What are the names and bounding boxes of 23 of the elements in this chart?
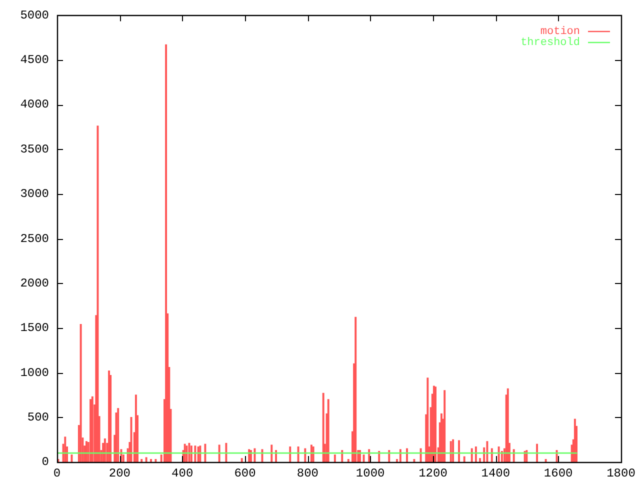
- x-tick-label: 1200: [418, 466, 448, 480]
- y-tick-label: 2500: [20, 232, 49, 246]
- x-tick-label: 200: [108, 466, 130, 480]
- y-tick-label: 1000: [20, 366, 49, 380]
- x-tick-label: 1800: [606, 466, 636, 480]
- x-tick-label: 1600: [544, 466, 573, 480]
- x-tick-label: 1400: [481, 466, 510, 480]
- y-tick-label: 4000: [20, 98, 49, 112]
- y-tick-label: 2000: [20, 276, 49, 290]
- x-tick-label: 600: [234, 466, 256, 480]
- y-tick-label: 3500: [20, 142, 49, 156]
- y-tick-label: 5000: [20, 8, 49, 22]
- y-tick-label: 3000: [20, 187, 49, 202]
- x-tick-label: 0: [53, 466, 61, 480]
- x-tick-label: 1000: [356, 466, 385, 480]
- x-tick-label: 400: [172, 466, 194, 480]
- y-tick-label: 4500: [20, 53, 49, 68]
- x-tick-label: 800: [296, 466, 318, 480]
- y-tick-label: 0: [42, 455, 49, 470]
- legend-label: motion: [540, 26, 580, 38]
- legend-label: threshold: [520, 37, 580, 50]
- y-tick-label: 500: [27, 410, 49, 424]
- y-tick-label: 1500: [20, 321, 49, 336]
